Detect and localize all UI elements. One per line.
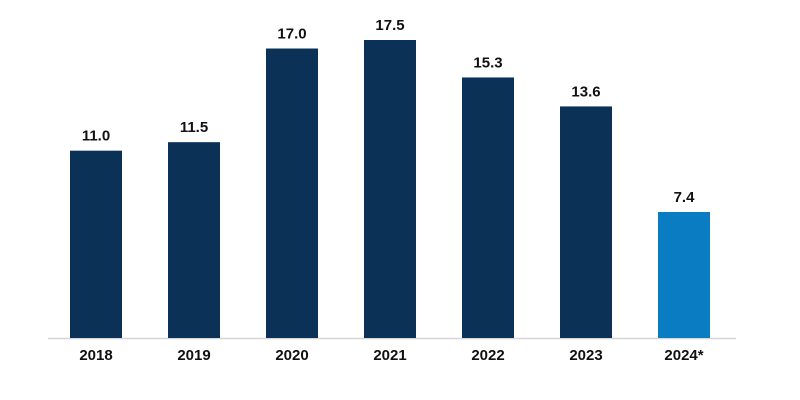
bar <box>364 40 416 338</box>
x-tick-label: 2018 <box>79 347 112 364</box>
x-tick-label: 2021 <box>373 347 406 364</box>
value-label: 13.6 <box>571 83 600 100</box>
value-label: 11.5 <box>180 119 208 136</box>
value-label: 17.0 <box>277 25 306 42</box>
bar <box>70 150 122 338</box>
x-tick-label: 2022 <box>471 347 504 364</box>
bar <box>266 48 318 339</box>
x-tick-label: 2020 <box>275 347 308 364</box>
value-label: 17.5 <box>375 17 404 34</box>
bar <box>560 106 612 338</box>
bar <box>658 211 710 338</box>
value-label: 11.0 <box>82 128 110 145</box>
x-tick-label: 2019 <box>177 347 210 364</box>
value-label: 7.4 <box>674 189 696 206</box>
bar <box>462 77 514 338</box>
x-tick-label: 2023 <box>569 347 602 364</box>
bar <box>168 142 220 338</box>
value-label: 15.3 <box>473 54 502 71</box>
x-tick-label: 2024* <box>664 347 703 364</box>
